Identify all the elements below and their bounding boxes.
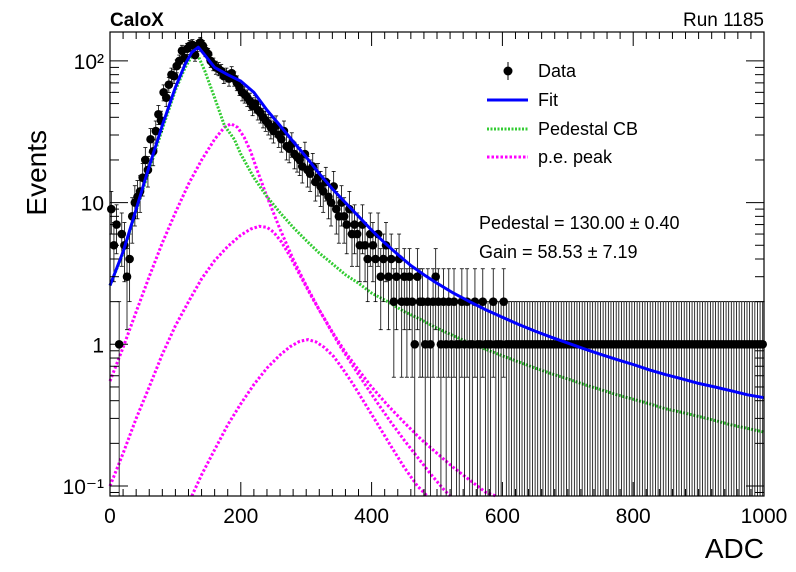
legend-item-data: Data (503, 61, 577, 81)
x-axis-title: ADC (705, 533, 764, 564)
data-point (326, 198, 336, 207)
fit-curve (108, 45, 765, 400)
data-point (413, 272, 422, 282)
data-point (360, 240, 370, 250)
data-point (141, 155, 150, 165)
data-point (426, 340, 435, 349)
data-point (384, 272, 393, 282)
legend-item-pedestal: Pedestal CB (487, 119, 638, 139)
legend-data-marker (503, 66, 513, 76)
data-point (169, 71, 179, 81)
data-point (350, 220, 359, 229)
data-point (117, 229, 127, 239)
pe-peak-curve-3 (190, 338, 429, 498)
data-point (161, 93, 171, 103)
data-point (331, 204, 341, 214)
legend: Data Fit Pedestal CB p.e. peak (487, 61, 638, 167)
y-axis-title: Events (21, 130, 52, 216)
data-point (499, 297, 509, 306)
data-point (342, 220, 352, 229)
data-point (371, 254, 380, 264)
ticks-layer: 0 200 400 600 800 1000 10⁻¹ 1 10 10² (63, 32, 788, 528)
data-point (386, 254, 396, 264)
experiment-label: CaloX (110, 10, 164, 31)
y-tick-label: 10² (74, 51, 104, 74)
data-point (151, 126, 161, 136)
x-tick-label: 600 (485, 505, 520, 528)
data-point (376, 272, 386, 282)
annotation-pedestal: Pedestal = 130.00 ± 0.40 (479, 213, 680, 233)
x-tick-label: 1000 (741, 505, 788, 528)
data-point (295, 155, 304, 165)
y-tick-label: 10⁻¹ (63, 476, 104, 499)
data-point (305, 169, 315, 178)
legend-item-fit: Fit (487, 90, 558, 110)
y-tick-label: 10 (81, 193, 104, 216)
legend-pe-label: p.e. peak (538, 147, 613, 167)
legend-item-pe-peak: p.e. peak (487, 147, 613, 167)
data-point (277, 134, 286, 144)
x-tick-label: 400 (354, 505, 389, 528)
data-point (363, 254, 372, 264)
data-point (389, 297, 399, 306)
x-tick-label: 800 (616, 505, 651, 528)
data-point (405, 272, 414, 282)
data-point (339, 212, 349, 221)
x-tick-label: 200 (223, 505, 258, 528)
legend-fit-label: Fit (538, 90, 558, 110)
data-point (125, 254, 134, 264)
curves-layer (108, 50, 765, 498)
data-point (410, 340, 420, 349)
data-point (352, 229, 362, 239)
legend-pedestal-label: Pedestal CB (538, 119, 638, 139)
data-point (379, 254, 388, 264)
data-point (488, 297, 498, 306)
y-tick-label: 1 (92, 334, 104, 357)
data-point (368, 240, 378, 250)
annotation-gain: Gain = 58.53 ± 7.19 (479, 242, 638, 262)
data-layer (107, 36, 767, 496)
legend-data-label: Data (538, 61, 577, 81)
data-point (449, 297, 459, 306)
pe-peak-curve-1 (108, 122, 497, 498)
pe-peak-curve-2 (108, 224, 452, 498)
data-point (164, 80, 174, 89)
run-label: Run 1185 (683, 10, 764, 31)
data-point (478, 297, 488, 306)
x-tick-label: 0 (104, 505, 116, 528)
data-point (146, 134, 155, 144)
data-point (407, 297, 417, 306)
data-point (318, 187, 328, 196)
data-point (122, 272, 132, 282)
data-point (392, 272, 401, 282)
data-point (431, 272, 440, 282)
